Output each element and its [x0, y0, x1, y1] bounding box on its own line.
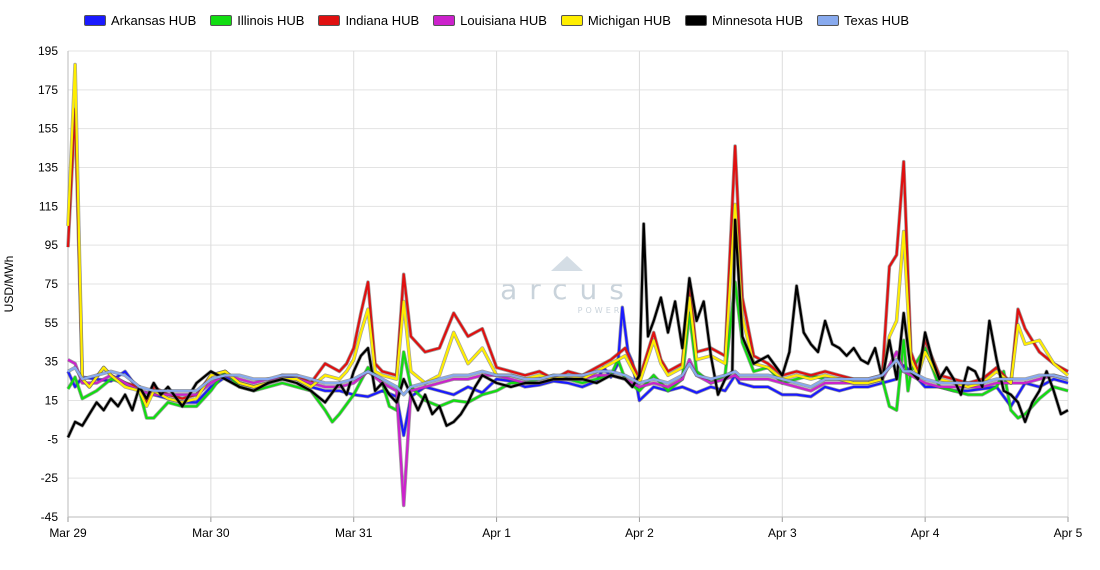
x-tick-label: Mar 30 [192, 526, 230, 540]
y-tick-label: 75 [45, 277, 59, 291]
grid [67, 50, 1069, 518]
legend-label: Minnesota HUB [711, 12, 804, 28]
x-tick-label: Apr 5 [1054, 526, 1083, 540]
legend-item-minnesota-hub[interactable]: Minnesota HUB [684, 12, 804, 28]
legend-item-indiana-hub[interactable]: Indiana HUB [318, 13, 419, 28]
y-tick-label: -45 [41, 510, 59, 524]
legend-label: Indiana HUB [345, 12, 420, 28]
y-tick-label: -25 [41, 471, 59, 485]
watermark-text: arcus [500, 273, 636, 306]
y-tick-label: -5 [47, 432, 58, 446]
legend-item-illinois-hub[interactable]: Illinois HUB [210, 13, 304, 28]
series-line-michigan-hub [66, 63, 1069, 408]
legend: Arkansas HUB Illinois HUB Indiana HUB Louis… [0, 10, 1100, 30]
legend-swatch-icon [817, 14, 840, 26]
y-axis-title: USD/MWh [2, 256, 16, 313]
legend-label: Illinois HUB [237, 12, 305, 28]
legend-swatch-icon [684, 14, 707, 26]
y-tick-label: 155 [38, 122, 58, 136]
legend-label: Texas HUB [844, 12, 910, 28]
x-tick-label: Apr 3 [768, 526, 797, 540]
legend-item-arkansas-hub[interactable]: Arkansas HUB [84, 13, 196, 28]
x-tick-label: Apr 4 [911, 526, 940, 540]
y-tick-label: 15 [45, 394, 59, 408]
legend-item-texas-hub[interactable]: Texas HUB [817, 13, 909, 28]
legend-item-michigan-hub[interactable]: Michigan HUB [560, 12, 671, 28]
legend-swatch-icon [560, 14, 583, 26]
y-tick-label: 115 [39, 199, 58, 213]
series-outline-minnesota-hub [66, 218, 1069, 439]
x-tick-label: Apr 2 [625, 526, 654, 540]
x-tick-label: Apr 1 [482, 526, 511, 540]
y-tick-label: 135 [38, 161, 58, 175]
watermark-chevron-icon [551, 256, 583, 271]
legend-label: Louisiana HUB [460, 12, 547, 28]
legend-swatch-icon [84, 14, 106, 26]
legend-label: Arkansas HUB [111, 12, 197, 28]
y-tick-label: 95 [45, 238, 59, 252]
legend-label: Michigan HUB [587, 12, 671, 28]
y-tick-label: 195 [38, 44, 58, 58]
y-tick-label: 55 [45, 316, 59, 330]
watermark-subtext: POWER [578, 306, 623, 315]
watermark-logo: arcus POWER [500, 256, 636, 315]
series-line-minnesota-hub [66, 218, 1069, 438]
series-layer [66, 62, 1070, 508]
y-tick-label: 175 [38, 83, 58, 97]
legend-swatch-icon [210, 14, 233, 26]
y-tick-label: 35 [45, 355, 59, 369]
legend-swatch-icon [433, 14, 456, 26]
x-tick-label: Mar 31 [335, 526, 373, 540]
series-line-texas-hub [67, 358, 1069, 396]
legend-item-louisiana-hub[interactable]: Louisiana HUB [433, 13, 547, 28]
series-outline-michigan-hub [66, 62, 1070, 409]
axes: -45 -25 -5 15 35 55 75 95 115 135 155 175 195 Mar 29 M… [38, 44, 1083, 540]
x-tick-label: Mar 29 [49, 526, 87, 540]
legend-swatch-icon [318, 14, 341, 26]
